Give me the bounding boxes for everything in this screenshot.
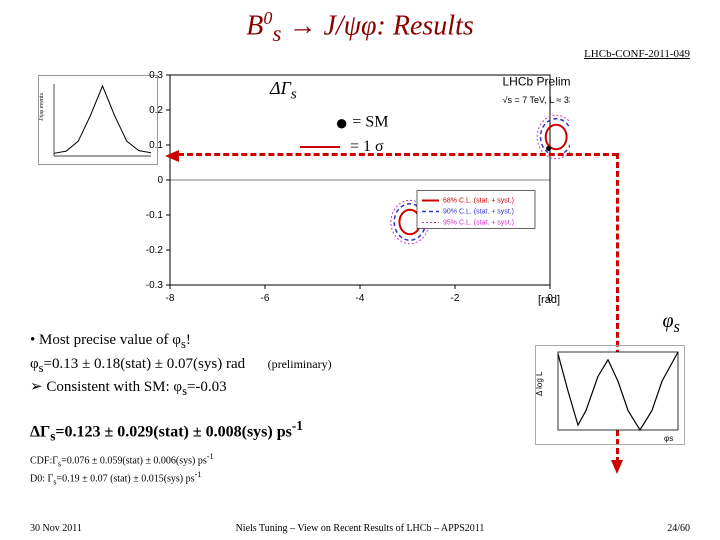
svg-text:-8: -8 — [166, 293, 175, 304]
results-text: • Most precise value of φs! φs=0.13 ± 0.… — [30, 330, 332, 401]
svg-text:-4: -4 — [356, 293, 365, 304]
likelihood-plot: Δ log L φs — [535, 345, 685, 445]
legend-sm: ● = SM — [335, 110, 388, 136]
dashed-line-h — [178, 153, 618, 156]
reference-link: LHCb-CONF-2011-049 — [584, 48, 690, 60]
d0-result: D0: Γs=0.19 ± 0.07 (stat) ± 0.015(sys) p… — [30, 470, 214, 488]
dgamma-result: ΔΓs=0.123 ± 0.029(stat) ± 0.008(sys) ps-… — [30, 418, 303, 445]
arrow-down-icon — [611, 460, 623, 474]
svg-text:0.3: 0.3 — [149, 70, 163, 81]
svg-text:68% C.L. (stat. + syst.): 68% C.L. (stat. + syst.) — [443, 198, 514, 205]
svg-text:-6: -6 — [261, 293, 270, 304]
svg-text:95% C.L. (stat. + syst.): 95% C.L. (stat. + syst.) — [443, 220, 514, 227]
svg-text:φs: φs — [664, 434, 673, 443]
line-icon — [300, 146, 340, 148]
bullet-consistent: ➢ Consistent with SM: φs=-0.03 — [30, 379, 227, 395]
y-axis-label: ΔΓs — [270, 78, 297, 104]
legend-sm-text: = SM — [352, 114, 388, 131]
bullet-precise: • Most precise value of φs! — [30, 332, 191, 348]
dot-icon: ● — [335, 110, 348, 135]
svg-text:-0.2: -0.2 — [146, 245, 164, 256]
svg-text:√s = 7 TeV, L ≈ 337 pb⁻¹: √s = 7 TeV, L ≈ 337 pb⁻¹ — [503, 95, 571, 105]
svg-text:Δ log L: Δ log L — [536, 371, 544, 396]
svg-text:0: 0 — [157, 175, 163, 186]
svg-text:-2: -2 — [451, 293, 460, 304]
comparison-results: CDF:Γs=0.076 ± 0.059(stat) ± 0.006(sys) … — [30, 452, 214, 487]
footer-page: 24/60 — [667, 523, 690, 534]
arrow-left-icon — [165, 150, 179, 162]
phi-s-result: φs=0.13 ± 0.18(stat) ± 0.07(sys) rad — [30, 356, 245, 372]
svg-text:0.1: 0.1 — [149, 140, 163, 151]
svg-text:0.2: 0.2 — [149, 105, 163, 116]
svg-text:[rad]: [rad] — [538, 294, 560, 306]
svg-text:LHCb Preliminary: LHCb Preliminary — [503, 75, 571, 89]
svg-text:90% C.L. (stat. + syst.): 90% C.L. (stat. + syst.) — [443, 209, 514, 216]
footer-author: Niels Tuning – View on Recent Results of… — [0, 523, 720, 534]
svg-text:J/ψφ events: J/ψφ events — [39, 92, 45, 121]
page-title: B0s → J/ψφ: Results — [0, 0, 720, 48]
svg-text:-0.3: -0.3 — [146, 280, 164, 291]
cdf-result: CDF:Γs=0.076 ± 0.059(stat) ± 0.006(sys) … — [30, 452, 214, 470]
preliminary-note: (preliminary) — [268, 357, 332, 371]
main-contour-plot: -8-6-4-20-0.3-0.2-0.100.10.20.3LHCb Prel… — [120, 65, 570, 315]
x-axis-label: φs — [662, 310, 680, 337]
svg-text:-0.1: -0.1 — [146, 210, 164, 221]
